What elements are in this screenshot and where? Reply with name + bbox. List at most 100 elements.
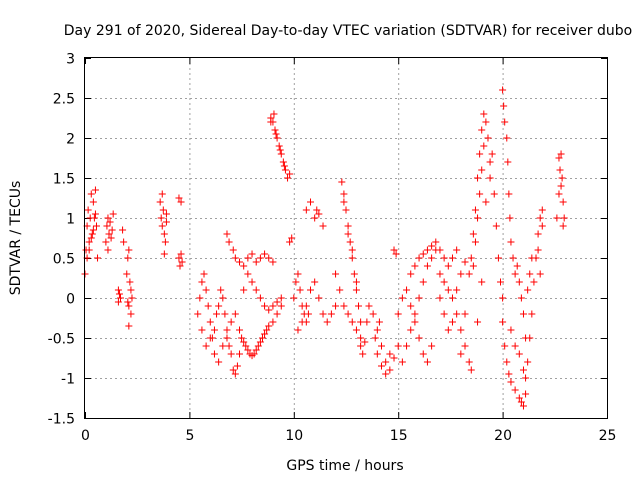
- data-point: [411, 318, 419, 326]
- data-point: [272, 130, 280, 138]
- data-point: [526, 270, 534, 278]
- data-point: [261, 330, 269, 338]
- data-point: [84, 206, 92, 214]
- data-point: [223, 326, 231, 334]
- data-point: [227, 318, 235, 326]
- data-point: [107, 234, 115, 242]
- data-point: [348, 254, 356, 262]
- data-point: [215, 302, 223, 310]
- data-point: [340, 198, 348, 206]
- data-point: [204, 302, 212, 310]
- data-point: [386, 350, 394, 358]
- data-point: [290, 294, 298, 302]
- data-point: [522, 374, 530, 382]
- data-point: [503, 358, 511, 366]
- data-point: [386, 366, 394, 374]
- data-point: [522, 390, 530, 398]
- data-point: [91, 210, 99, 218]
- data-point: [250, 350, 258, 358]
- y-tick-label: -0.5: [48, 332, 75, 348]
- data-point: [517, 398, 525, 406]
- y-tick-label: 2: [66, 132, 75, 148]
- data-point: [371, 334, 379, 342]
- data-point: [89, 226, 97, 234]
- data-point: [162, 218, 170, 226]
- y-tick-label: -1.5: [48, 412, 75, 428]
- data-point: [267, 118, 275, 126]
- data-point: [373, 326, 381, 334]
- data-point: [119, 226, 127, 234]
- data-point: [348, 246, 356, 254]
- data-point: [355, 302, 363, 310]
- data-point: [227, 350, 235, 358]
- data-point: [432, 238, 440, 246]
- data-point: [277, 150, 285, 158]
- data-point: [221, 310, 229, 318]
- data-point: [294, 326, 302, 334]
- data-point: [482, 198, 490, 206]
- plot-frame: [84, 57, 608, 419]
- data-point: [407, 270, 415, 278]
- data-point: [265, 322, 273, 330]
- data-point: [509, 254, 517, 262]
- data-point: [519, 310, 527, 318]
- data-point: [313, 206, 321, 214]
- data-point: [555, 190, 563, 198]
- data-point: [448, 318, 456, 326]
- data-point: [219, 342, 227, 350]
- data-point: [474, 174, 482, 182]
- data-point: [292, 278, 300, 286]
- data-point: [490, 190, 498, 198]
- data-point: [87, 234, 95, 242]
- data-point: [231, 254, 239, 262]
- data-point: [307, 198, 315, 206]
- data-point: [457, 270, 465, 278]
- data-point: [120, 238, 128, 246]
- data-point: [444, 326, 452, 334]
- data-point: [323, 318, 331, 326]
- data-point: [242, 342, 250, 350]
- data-point: [178, 258, 186, 266]
- data-point: [519, 402, 527, 410]
- data-point: [461, 342, 469, 350]
- data-point: [277, 302, 285, 310]
- data-point: [160, 230, 168, 238]
- data-point: [88, 230, 96, 238]
- data-point: [444, 286, 452, 294]
- data-point: [126, 278, 134, 286]
- data-point: [296, 286, 304, 294]
- data-point: [461, 258, 469, 266]
- data-point: [555, 154, 563, 162]
- data-point: [501, 118, 509, 126]
- data-point: [465, 270, 473, 278]
- data-point: [248, 250, 256, 258]
- x-tick-label: 10: [285, 428, 303, 444]
- data-point: [390, 354, 398, 362]
- data-point: [279, 158, 287, 166]
- data-point: [275, 142, 283, 150]
- data-point: [342, 206, 350, 214]
- data-point: [382, 370, 390, 378]
- data-point: [558, 174, 566, 182]
- data-point: [357, 318, 365, 326]
- data-point: [238, 334, 246, 342]
- data-point: [252, 258, 260, 266]
- data-point: [240, 338, 248, 346]
- data-point: [244, 254, 252, 262]
- data-point: [162, 210, 170, 218]
- data-point: [499, 294, 507, 302]
- grid-lines: [85, 58, 607, 418]
- data-point: [415, 334, 423, 342]
- y-tick-label: 3: [66, 52, 75, 68]
- data-point: [486, 158, 494, 166]
- data-point: [492, 222, 500, 230]
- data-point: [453, 310, 461, 318]
- data-point: [127, 286, 135, 294]
- data-point: [265, 306, 273, 314]
- data-point: [436, 246, 444, 254]
- data-point: [415, 254, 423, 262]
- data-point: [428, 242, 436, 250]
- y-axis-label: SDTVAR / TECUs: [8, 181, 24, 296]
- y-tick-label: -1: [61, 372, 75, 388]
- data-point: [467, 254, 475, 262]
